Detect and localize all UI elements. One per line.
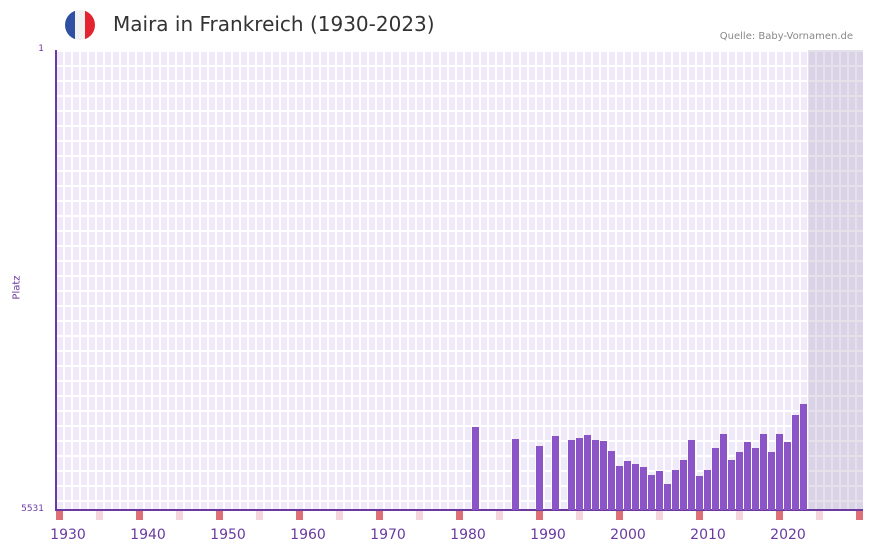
bar-1992[interactable] — [568, 439, 575, 510]
decade-marker — [296, 511, 303, 520]
x-tick-1970: 1970 — [370, 527, 406, 543]
x-tick-1960: 1960 — [290, 527, 326, 543]
bar-2018[interactable] — [776, 433, 783, 510]
half-decade-marker — [416, 511, 423, 520]
bar-2012[interactable] — [728, 460, 735, 510]
half-decade-marker — [736, 511, 743, 520]
x-tick-1940: 1940 — [130, 527, 166, 543]
decade-marker — [136, 511, 143, 520]
plot-area — [55, 50, 863, 510]
x-tick-2010: 2010 — [690, 527, 726, 543]
bar-2006[interactable] — [680, 460, 687, 510]
flag-white — [75, 10, 85, 40]
bar-1988[interactable] — [536, 445, 543, 510]
bar-2016[interactable] — [760, 433, 767, 510]
half-decade-marker — [656, 511, 663, 520]
bar-2000[interactable] — [632, 464, 639, 510]
bar-1998[interactable] — [616, 465, 623, 510]
bar-2004[interactable] — [664, 484, 671, 510]
bar-2009[interactable] — [704, 469, 711, 510]
bar-2013[interactable] — [736, 452, 743, 510]
bar-2011[interactable] — [720, 433, 727, 510]
x-tick-1930: 1930 — [50, 527, 86, 543]
x-tick-1950: 1950 — [210, 527, 246, 543]
bar-2008[interactable] — [696, 475, 703, 510]
bar-2002[interactable] — [648, 474, 655, 510]
bar-1999[interactable] — [624, 461, 631, 510]
future-shaded-region — [808, 50, 863, 510]
flag-red — [85, 10, 95, 40]
bar-2003[interactable] — [656, 470, 663, 510]
bar-2017[interactable] — [768, 452, 775, 510]
y-tick-top: 1 — [38, 44, 44, 54]
x-tick-2000: 2000 — [610, 527, 646, 543]
x-tick-1980: 1980 — [450, 527, 486, 543]
chart-title: Maira in Frankreich (1930-2023) — [113, 12, 435, 36]
bar-2019[interactable] — [784, 441, 791, 510]
bar-2021[interactable] — [800, 403, 807, 510]
bar-2005[interactable] — [672, 469, 679, 510]
bar-1995[interactable] — [592, 439, 599, 510]
y-axis-line — [55, 50, 57, 510]
y-tick-bottom: 5531 — [21, 504, 44, 514]
bar-1990[interactable] — [552, 435, 559, 510]
x-tick-2020: 2020 — [770, 527, 806, 543]
bar-2010[interactable] — [712, 447, 719, 510]
france-flag-icon — [65, 10, 95, 40]
decade-marker — [456, 511, 463, 520]
bar-2007[interactable] — [688, 439, 695, 510]
decade-marker — [856, 511, 863, 520]
decade-marker — [616, 511, 623, 520]
half-decade-marker — [496, 511, 503, 520]
half-decade-marker — [176, 511, 183, 520]
half-decade-marker — [96, 511, 103, 520]
half-decade-marker — [336, 511, 343, 520]
half-decade-marker — [256, 511, 263, 520]
half-decade-marker — [816, 511, 823, 520]
bar-1994[interactable] — [584, 434, 591, 510]
bar-2014[interactable] — [744, 441, 751, 510]
x-tick-1990: 1990 — [530, 527, 566, 543]
bar-1985[interactable] — [512, 438, 519, 510]
bar-2015[interactable] — [752, 447, 759, 510]
flag-blue — [65, 10, 75, 40]
bar-1996[interactable] — [600, 440, 607, 510]
decade-marker — [536, 511, 543, 520]
x-axis-line — [55, 509, 863, 511]
y-axis-label: Platz — [11, 275, 23, 300]
decade-marker — [776, 511, 783, 520]
decade-marker — [376, 511, 383, 520]
half-decade-marker — [576, 511, 583, 520]
bar-2001[interactable] — [640, 466, 647, 510]
decade-marker — [216, 511, 223, 520]
bar-1997[interactable] — [608, 451, 615, 510]
bar-1993[interactable] — [576, 437, 583, 510]
decade-marker — [56, 511, 63, 520]
bar-2020[interactable] — [792, 415, 799, 510]
source-credit: Quelle: Baby-Vornamen.de — [719, 31, 853, 42]
bar-1980[interactable] — [472, 426, 479, 510]
decade-marker — [696, 511, 703, 520]
